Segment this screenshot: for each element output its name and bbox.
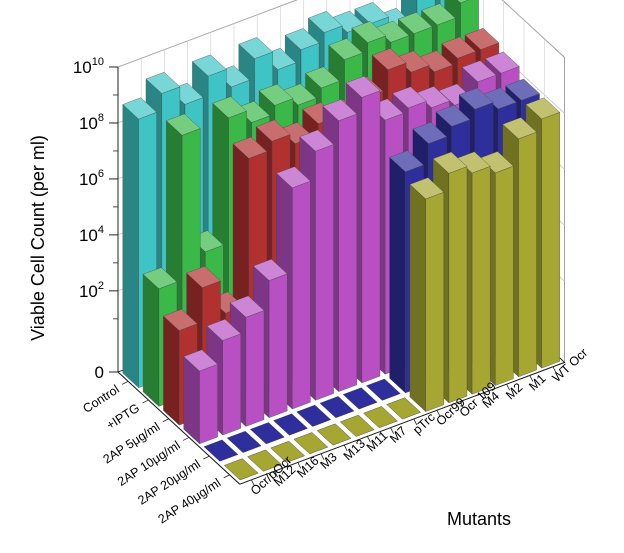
mutant-tick (552, 366, 557, 373)
bar (342, 387, 378, 410)
bar (203, 439, 239, 462)
bar (183, 349, 218, 445)
bar (363, 406, 398, 429)
treatment-label: Control (80, 382, 121, 416)
bar (386, 397, 421, 420)
treatment-tick (182, 437, 190, 441)
bar (339, 414, 375, 437)
bar (409, 177, 445, 412)
mutant-tick (483, 392, 487, 400)
mutant-axis (239, 361, 565, 485)
bar (293, 432, 329, 455)
mutant-tick (459, 401, 464, 408)
treatment-tick (203, 455, 210, 460)
treatment-label: +IPTG (104, 401, 142, 433)
y-tick-label: 1010 (73, 56, 104, 77)
y-tick-label: 104 (79, 224, 104, 245)
bar (226, 430, 262, 453)
bar (316, 423, 352, 446)
bar (273, 413, 308, 436)
treatment-tick (162, 418, 169, 423)
mutant-tick (413, 418, 418, 426)
mutant-tick (297, 462, 302, 469)
y-axis-title: Viable Cell Count (per ml) (28, 135, 48, 341)
mutant-tick (529, 375, 534, 382)
mutant-label: M7 (387, 424, 409, 446)
bar (296, 404, 332, 427)
mutant-label: M11 (364, 428, 391, 454)
chart-bars (122, 0, 561, 481)
bar (223, 458, 259, 481)
mutant-tick (343, 444, 348, 452)
bar (366, 378, 401, 401)
bar (247, 449, 282, 472)
mutant-tick (506, 383, 510, 391)
mutant-label: M3 (317, 450, 339, 472)
mutant-tick (251, 479, 255, 487)
mutant-label: M2 (503, 380, 525, 402)
x-axis-title: Mutants (447, 509, 511, 529)
bar (270, 440, 305, 463)
treatment-tick (223, 474, 230, 479)
treatment-tick (121, 380, 129, 385)
y-tick-label: 0 (95, 363, 104, 382)
bar (319, 396, 355, 419)
chart-front-frame (109, 66, 565, 487)
mutant-label: M1 (526, 371, 548, 393)
mutant-tick (436, 410, 441, 417)
mutant-tick (274, 470, 278, 478)
bar (250, 422, 285, 445)
treatment-axis (117, 371, 241, 485)
y-tick-label: 106 (79, 168, 104, 189)
mutant-tick (367, 436, 371, 443)
y-tick-label: 102 (79, 280, 104, 301)
mutant-tick (320, 453, 325, 460)
y-tick-label: 108 (79, 112, 104, 133)
mutant-tick (390, 427, 394, 434)
treatment-tick (142, 399, 149, 404)
